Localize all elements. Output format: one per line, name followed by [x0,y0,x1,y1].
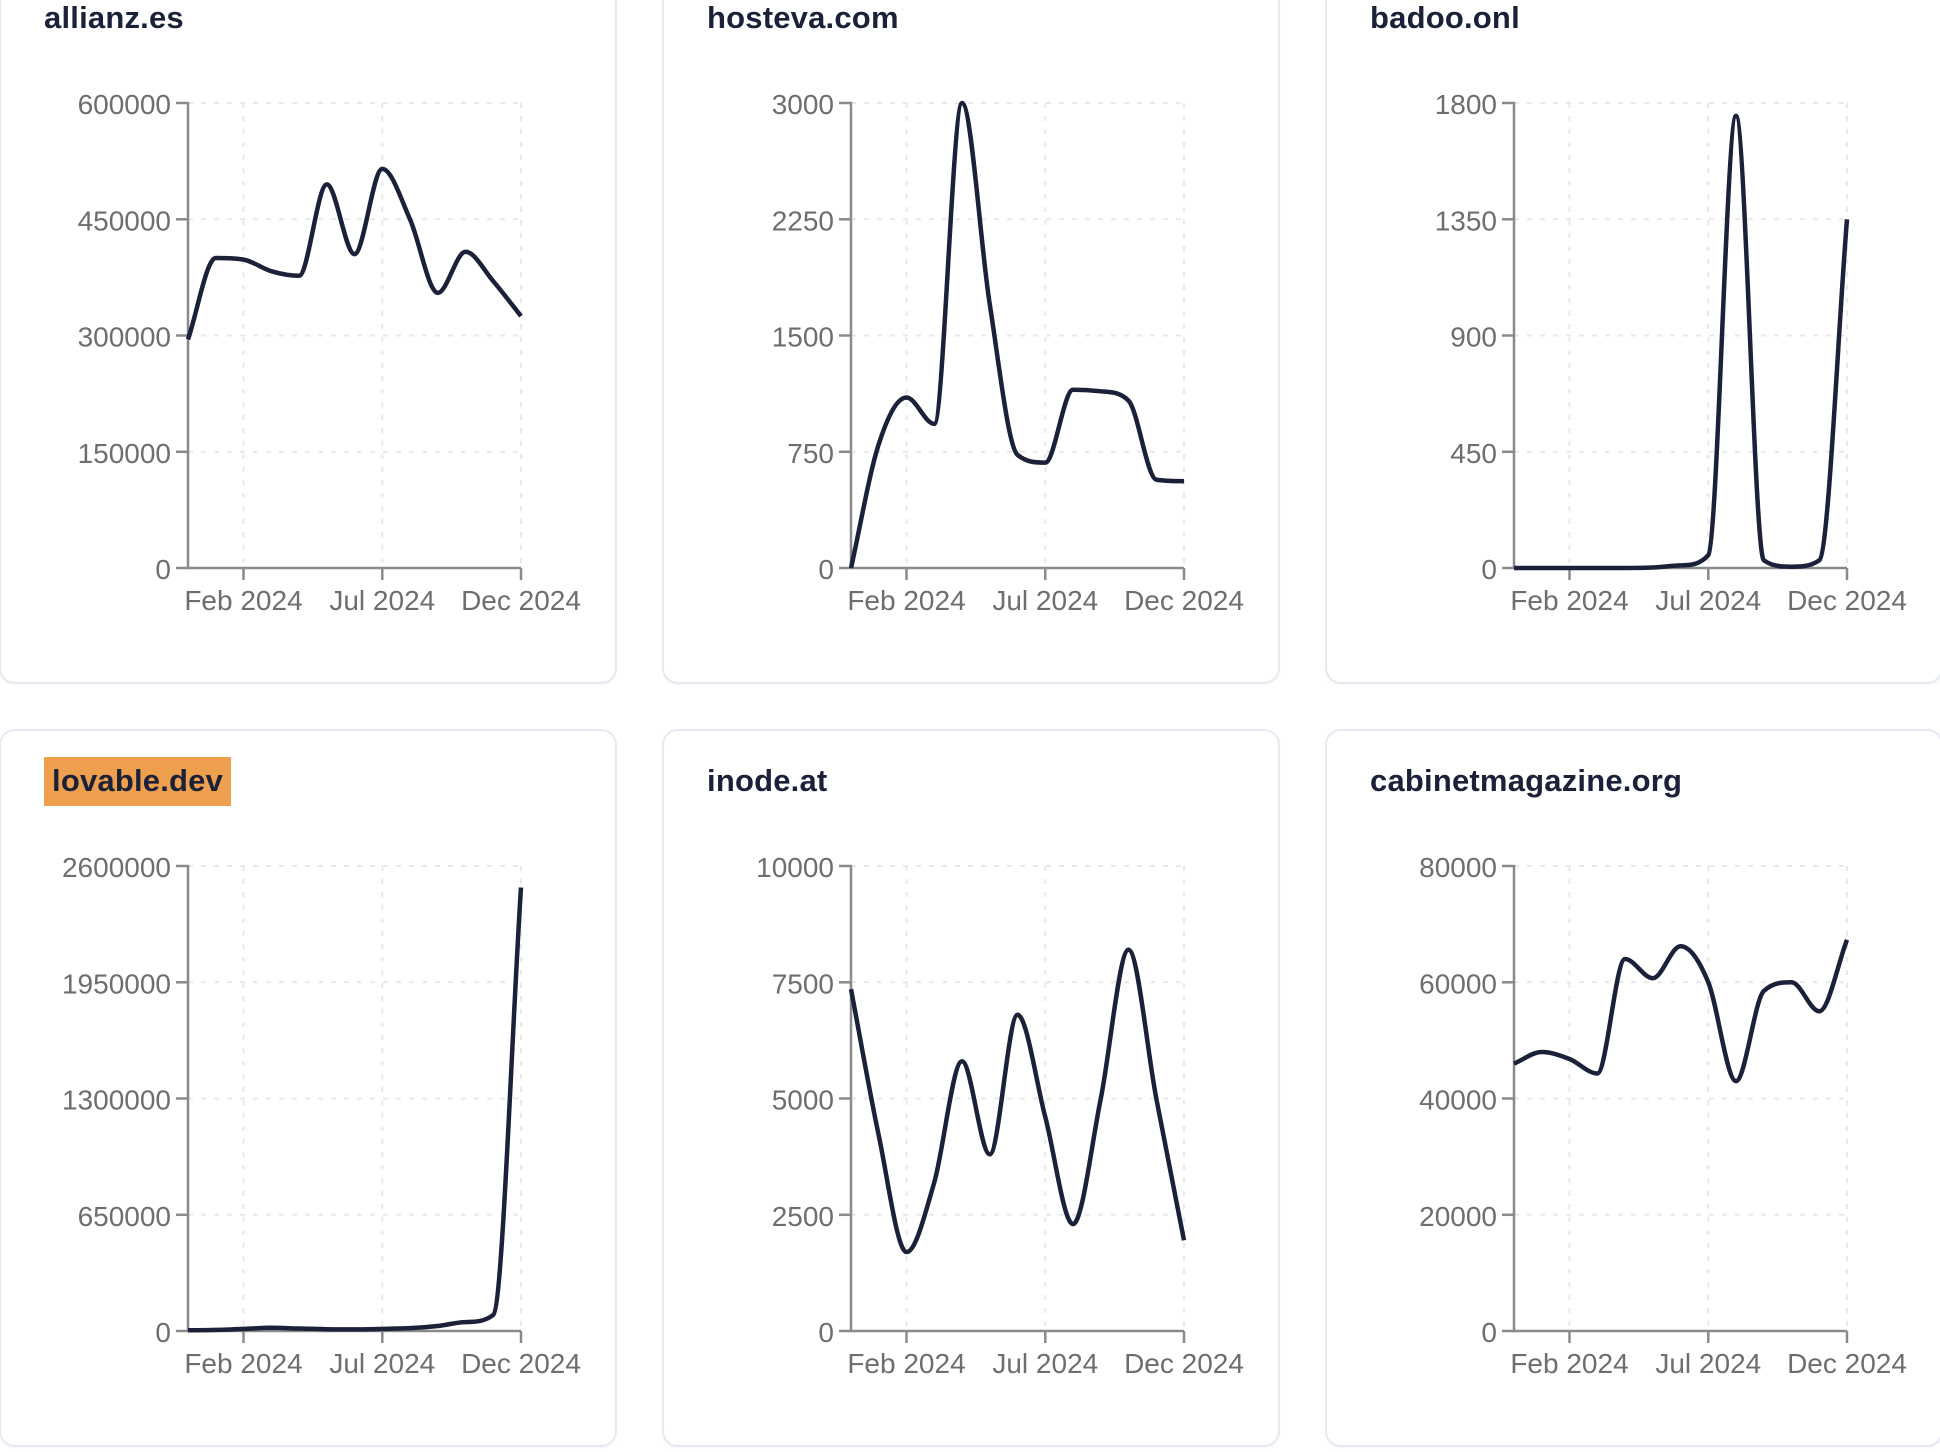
y-tick-label: 1500 [772,322,834,353]
chart-card-hosteva[interactable]: hosteva.com 0 750 1500 2250 3000 Feb 2024 Jul … [662,0,1280,684]
y-tick-label: 1800 [1435,89,1497,120]
y-tick-label: 1950000 [62,968,171,999]
y-tick-label: 0 [1481,554,1497,585]
x-tick-label: Feb 2024 [847,585,965,616]
x-tick-label: Jul 2024 [1655,1348,1761,1379]
y-tick-label: 300000 [78,322,171,353]
domain-label: cabinetmagazine.org [1370,763,1683,798]
line-chart: 0 450 900 1350 1800 Feb 2024 Jul 2024 Dec 2024 [1435,89,1907,616]
chart-card-cabinetmagazine[interactable]: cabinetmagazine.org 0 20000 40000 60000 8000… [1325,729,1940,1447]
y-tick-label: 900 [1450,322,1497,353]
series-line [1513,113,1850,571]
x-tick-label: Feb 2024 [184,1348,302,1379]
y-tick-label: 450000 [78,205,171,236]
y-tick-label: 650000 [78,1201,171,1232]
y-tick-label: 20000 [1419,1201,1497,1232]
y-tick-label: 3000 [772,89,834,120]
x-tick-label: Feb 2024 [847,1348,965,1379]
y-tick-label: 0 [818,554,834,585]
x-tick-label: Jul 2024 [329,585,435,616]
y-tick-label: 40000 [1419,1085,1497,1116]
y-tick-label: 0 [818,1317,834,1348]
y-tick-label: 1350 [1435,205,1497,236]
x-tick-label: Feb 2024 [1510,585,1628,616]
y-tick-label: 5000 [772,1085,834,1116]
chart-card-badoo[interactable]: badoo.onl 0 450 900 1350 1800 Feb 2024 Jul 202… [1325,0,1940,684]
series-line [185,166,523,341]
y-tick-label: 150000 [78,438,171,469]
chart-title: inode.at [707,761,827,801]
line-chart: 0 750 1500 2250 3000 Feb 2024 Jul 2024 Dec 2024 [772,89,1244,616]
x-tick-label: Dec 2024 [461,585,581,616]
y-tick-label: 750 [787,438,834,469]
x-tick-label: Dec 2024 [1124,1348,1244,1379]
series-line [1513,938,1850,1084]
y-tick-label: 60000 [1419,968,1497,999]
x-tick-label: Dec 2024 [461,1348,581,1379]
x-tick-label: Jul 2024 [992,1348,1098,1379]
y-tick-label: 2250 [772,205,834,236]
chart-card-lovable[interactable]: lovable.dev 0 650000 1300000 1950000 2600000… [0,729,617,1447]
chart-title: cabinetmagazine.org [1370,761,1682,801]
y-tick-label: 0 [155,554,171,585]
x-tick-label: Feb 2024 [184,585,302,616]
x-tick-label: Dec 2024 [1124,585,1244,616]
y-tick-label: 450 [1450,438,1497,469]
y-tick-label: 2500 [772,1201,834,1232]
y-tick-label: 1300000 [62,1085,171,1116]
line-chart: 0 2500 5000 7500 10000 Feb 2024 Jul 2024 Dec 20… [756,852,1244,1379]
domain-label-highlighted: lovable.dev [44,757,232,806]
series-line [848,947,1187,1255]
series-line [848,100,1185,569]
y-tick-label: 0 [155,1317,171,1348]
y-tick-label: 10000 [756,852,834,883]
chart-title: badoo.onl [1370,0,1520,38]
y-tick-label: 0 [1481,1317,1497,1348]
chart-card-inode[interactable]: inode.at 0 2500 5000 7500 10000 Feb 2024 Jul 2… [662,729,1280,1447]
domain-label: inode.at [707,763,828,798]
y-tick-label: 2600000 [62,852,171,883]
chart-title: lovable.dev [44,757,232,806]
x-tick-label: Dec 2024 [1787,585,1907,616]
x-tick-label: Jul 2024 [329,1348,435,1379]
x-tick-label: Jul 2024 [992,585,1098,616]
y-tick-label: 600000 [78,89,171,120]
series-line [187,887,524,1333]
x-tick-label: Jul 2024 [1655,585,1761,616]
domain-label: hosteva.com [707,0,899,35]
line-chart: 0 20000 40000 60000 80000 Feb 2024 Jul 2024 Dec… [1419,852,1907,1379]
chart-title: allianz.es [44,0,184,38]
domain-label: allianz.es [44,0,184,35]
chart-card-allianz[interactable]: allianz.es 0 150000 300000 450000 600000 Feb … [0,0,617,684]
y-tick-label: 7500 [772,968,834,999]
x-tick-label: Dec 2024 [1787,1348,1907,1379]
chart-title: hosteva.com [707,0,899,38]
domain-label: badoo.onl [1370,0,1520,35]
line-chart: 0 150000 300000 450000 600000 Feb 2024 Jul 202… [78,89,581,616]
x-tick-label: Feb 2024 [1510,1348,1628,1379]
y-tick-label: 80000 [1419,852,1497,883]
line-chart: 0 650000 1300000 1950000 2600000 Feb 2024 Jul … [62,852,581,1379]
